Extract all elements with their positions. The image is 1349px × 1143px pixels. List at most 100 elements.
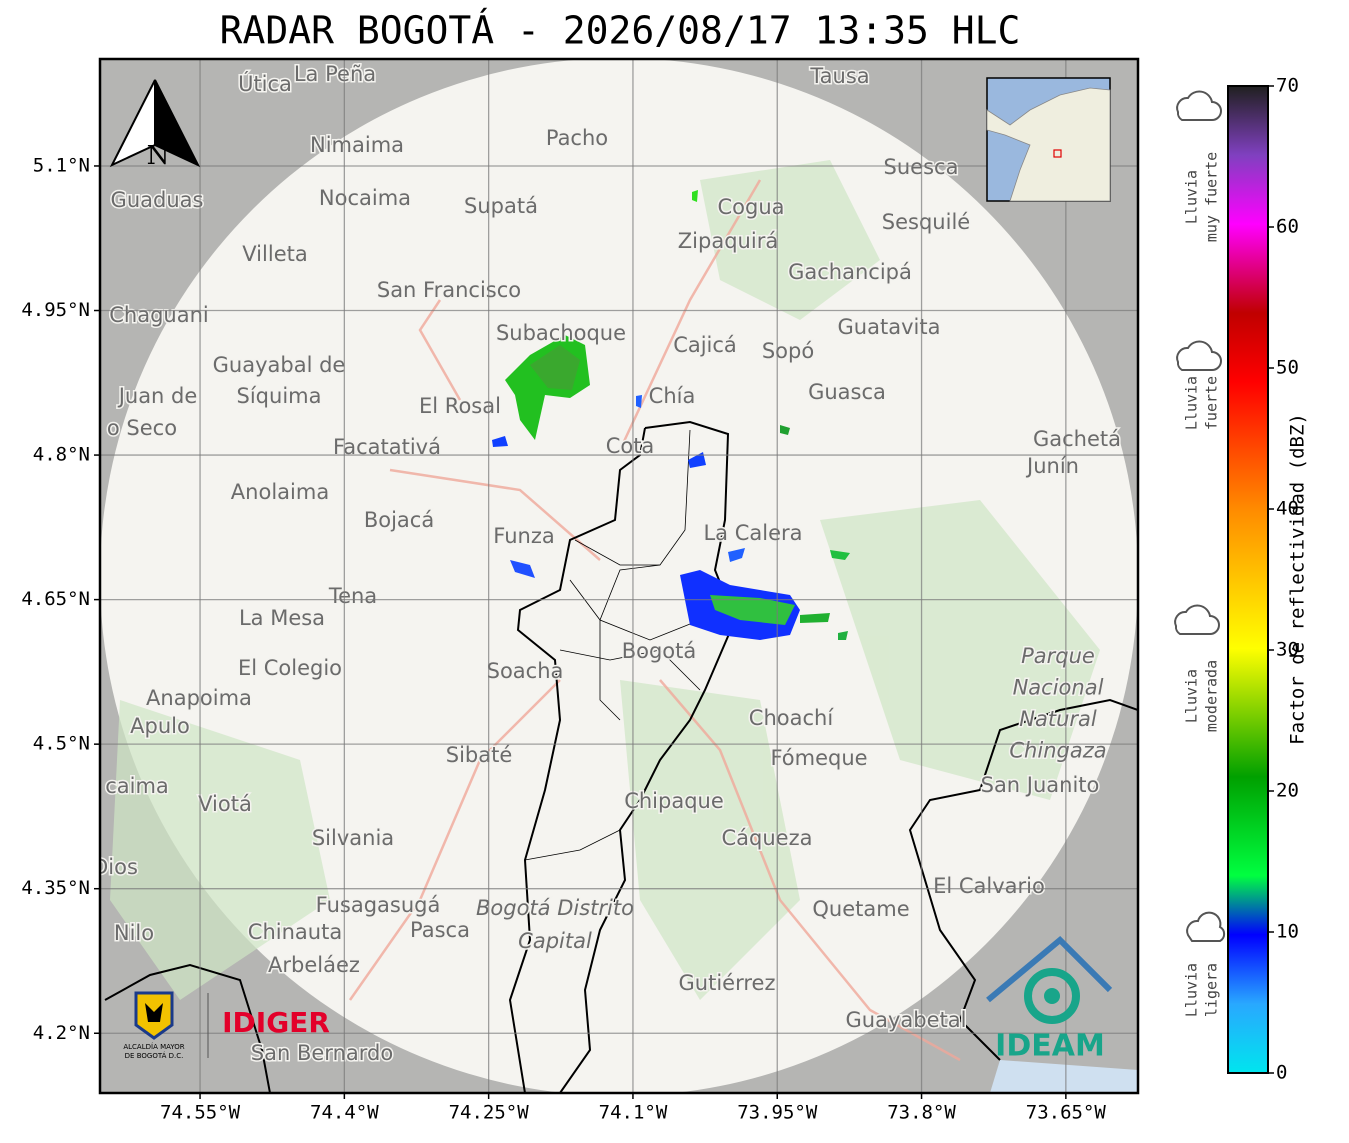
rain-level-label: Lluvia	[1183, 669, 1201, 723]
place-labels: Útica La Peña Tausa Pacho Nimaima Guaduas Noca…	[92, 61, 1123, 1067]
park-label: Chingaza	[1009, 739, 1106, 763]
alcaldia-text: ALCALDÍA MAYOR	[123, 1042, 184, 1051]
place-label: Zipaquirá	[678, 229, 778, 253]
place-label: Nilo	[114, 921, 154, 945]
place-label: Silvania	[312, 826, 394, 850]
place-label: Anapoima	[146, 686, 252, 710]
place-label: Fusagasugá	[316, 893, 441, 917]
colorbar-tick-label: 20	[1276, 780, 1299, 802]
colorbar-tick-label: 40	[1276, 498, 1299, 520]
place-label: La Peña	[294, 62, 376, 86]
place-label: Guatavita	[838, 315, 941, 339]
district-label: Bogotá Distrito	[476, 896, 634, 920]
colorbar	[1227, 85, 1269, 1074]
place-label: Cáqueza	[722, 826, 813, 850]
inset-map	[986, 77, 1111, 202]
y-tick-label: 4.65°N	[21, 588, 90, 610]
place-label: Nocaima	[319, 186, 411, 210]
radar-echoes	[492, 190, 850, 640]
rain-level-label: Lluvia	[1183, 170, 1201, 224]
place-label: Chaguani	[109, 303, 209, 327]
place-label: Sibaté	[446, 743, 513, 767]
ideam-logo: IDEAM	[986, 935, 1113, 1064]
place-label: Quetame	[812, 897, 909, 921]
place-label: Apulo	[130, 714, 190, 738]
colorbar-tick-label: 30	[1276, 639, 1299, 661]
place-label: Dios	[92, 855, 138, 879]
place-label: Villeta	[242, 242, 307, 266]
place-label: La Calera	[703, 521, 802, 545]
place-label: Soacha	[487, 659, 564, 683]
place-label: El Rosal	[419, 394, 501, 418]
place-label: Gutiérrez	[679, 971, 776, 995]
place-label: Tena	[328, 584, 377, 608]
colorbar-tick-label: 10	[1276, 921, 1299, 943]
locality-borders	[524, 429, 735, 861]
x-tick-label: 73.95°W	[737, 1102, 818, 1124]
place-label: Subachoque	[496, 321, 626, 345]
place-label: Chipaque	[624, 789, 724, 813]
grid	[100, 59, 1138, 1093]
alcaldia-text: DE BOGOTÁ D.C.	[125, 1051, 184, 1060]
north-arrow: N	[109, 79, 201, 171]
place-label: Útica	[238, 71, 292, 96]
rain-level-label: Lluvia	[1183, 963, 1201, 1017]
y-tick-label: 4.35°N	[21, 877, 90, 899]
alcaldia-logo: ALCALDÍA MAYOR DE BOGOTÁ D.C.	[123, 991, 209, 1060]
colorbar-ticks: 0 10 20 30 40 50 60 70	[1268, 75, 1299, 1084]
rain-icons	[1174, 90, 1226, 942]
colorbar-tick-label: 60	[1276, 216, 1299, 238]
place-label: Juan de	[117, 384, 198, 408]
place-label: Sesquilé	[882, 210, 970, 234]
x-tick-label: 74.4°W	[310, 1102, 379, 1124]
place-label: Cota	[606, 434, 655, 458]
place-label: Fómeque	[770, 746, 867, 770]
colorbar-label: Factor de reflectividad (dBZ)	[1287, 413, 1309, 745]
north-label: N	[147, 141, 170, 171]
y-tick-label: 4.95°N	[21, 299, 90, 321]
place-label: La Mesa	[239, 606, 325, 630]
place-label: Choachí	[749, 706, 835, 730]
place-label: Cogua	[717, 195, 784, 219]
place-label: Pasca	[410, 918, 470, 942]
place-label: Chinauta	[248, 920, 342, 944]
place-label: Sopó	[762, 339, 814, 363]
park-label: Nacional	[1013, 676, 1104, 700]
district-border	[104, 420, 1138, 1093]
map-frame	[98, 57, 1140, 1095]
x-tick-label: 74.1°W	[599, 1102, 668, 1124]
place-label: San Francisco	[377, 278, 521, 302]
x-tick-label: 73.65°W	[1026, 1102, 1107, 1124]
x-tick-label: 73.8°W	[887, 1102, 956, 1124]
place-label: Síquima	[237, 384, 322, 408]
rain-level-label: moderada	[1203, 660, 1221, 732]
place-label: Guaduas	[111, 188, 204, 212]
place-label: Gachetá	[1033, 427, 1121, 451]
water	[990, 1060, 1138, 1093]
y-tick-label: 5.1°N	[33, 154, 90, 176]
place-label: Cajicá	[673, 333, 737, 357]
y-tick-label: 4.8°N	[33, 444, 90, 466]
place-label: Bojacá	[364, 508, 434, 532]
title: RADAR BOGOTÁ - 2026/08/17 13:35 HLC	[220, 9, 1021, 53]
rain-level-label: ligera	[1203, 963, 1221, 1017]
colorbar-tick-label: 0	[1276, 1062, 1287, 1084]
rain-level-label: fuerte	[1203, 376, 1221, 430]
idiger-logo: IDIGER	[222, 1006, 330, 1039]
radar-coverage	[100, 59, 1138, 1093]
place-label: Guayabal de	[213, 353, 346, 377]
x-tick-label: 74.55°W	[160, 1102, 241, 1124]
place-label: Guayabetal	[846, 1008, 967, 1032]
vegetation	[110, 160, 1100, 1000]
place-label: Viotá	[198, 792, 252, 816]
place-label: El Colegio	[238, 656, 342, 680]
x-tick-label: 74.25°W	[449, 1102, 530, 1124]
axis-ticks: 74.55°W 74.4°W 74.25°W 74.1°W 73.95°W 73.8°W 7…	[21, 154, 1106, 1123]
park-label: Natural	[1019, 707, 1097, 731]
place-label: Chía	[649, 384, 696, 408]
place-label: Nimaima	[310, 133, 404, 157]
place-label: Pacho	[546, 126, 608, 150]
place-label: o Seco	[107, 416, 177, 440]
